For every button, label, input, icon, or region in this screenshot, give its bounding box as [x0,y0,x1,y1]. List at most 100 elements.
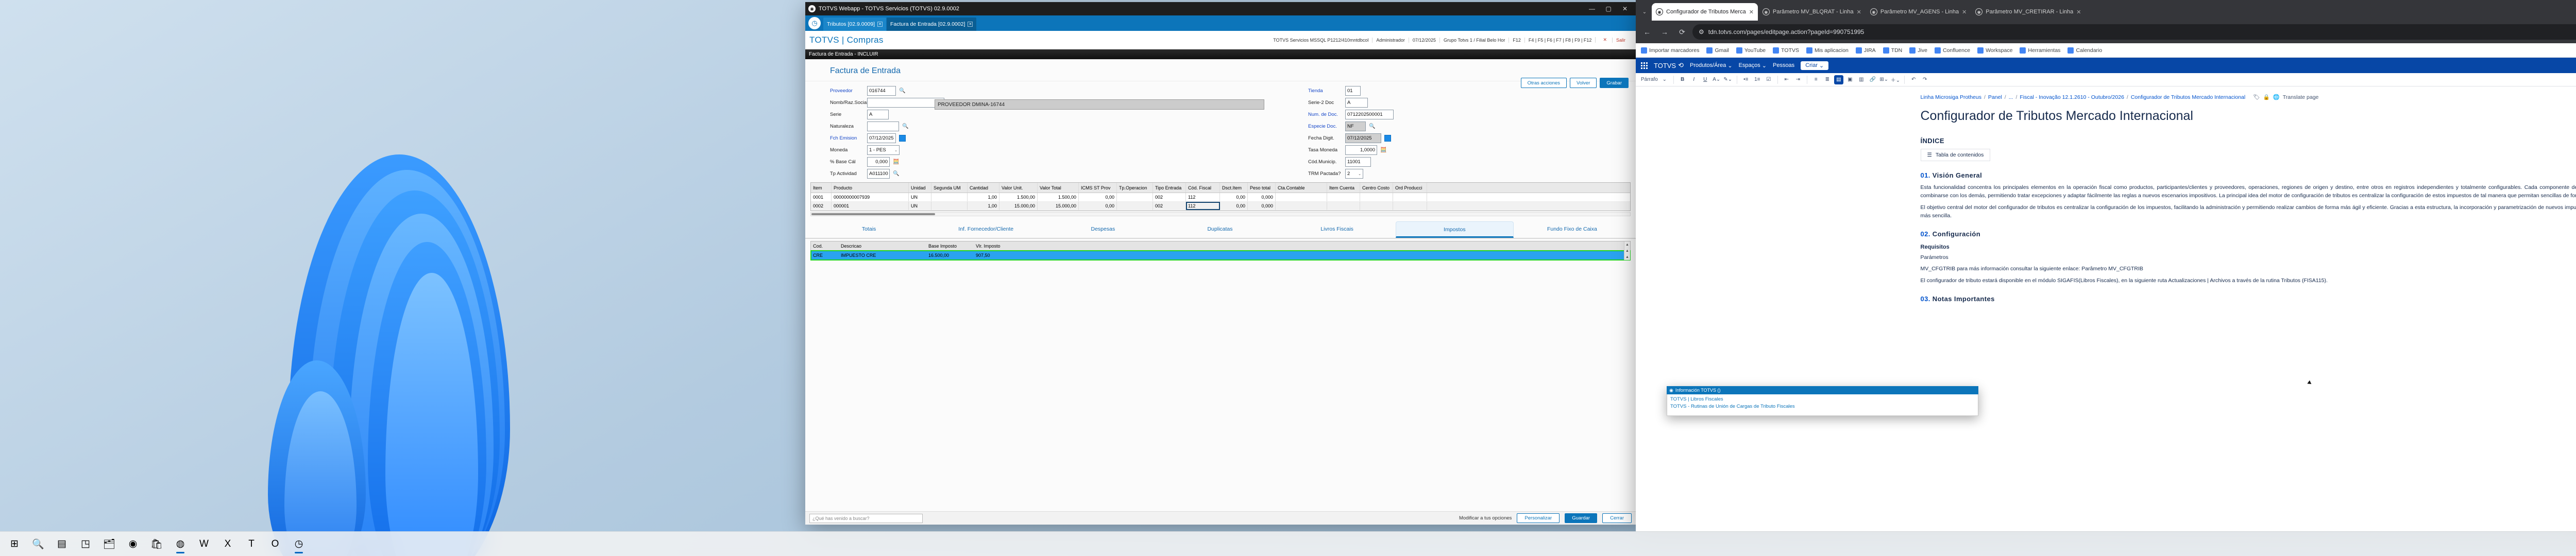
table-cell[interactable] [931,202,968,210]
bottom-tab-fundo-fixo-de-caixa[interactable]: Fundo Fixo de Caixa [1547,226,1597,232]
bottom-tab-bar[interactable]: Totais Inf. Fornecedor/Cliente Despesas Dup… [805,221,1636,239]
table-cell[interactable] [1327,193,1360,201]
field-input-right-0[interactable]: 01 [1345,85,1361,96]
exit-button[interactable]: ✕ Salir [1595,37,1633,43]
align-left-icon[interactable]: ≡ [1814,77,1818,82]
items-grid[interactable]: Item Producto Unidad Segunda UM Cantidad Valo… [810,182,1631,211]
nav-produtos-area[interactable]: Produtos/Área ⌄ [1690,62,1733,69]
table-cell[interactable]: 0,000 [1248,193,1276,201]
bullet-list-icon[interactable]: •≡ [1743,77,1749,82]
lookup-icon[interactable]: 🔍 [893,171,900,177]
table-cell[interactable] [1393,202,1427,210]
bookmark-6[interactable]: TDN [1883,47,1902,54]
field-input-right-6[interactable]: 11001 [1345,157,1371,167]
table-cell[interactable]: 0,000 [1248,202,1276,210]
reload-icon[interactable]: ⟳ [1679,27,1685,36]
confluence-topbar[interactable]: TOTVS ⟲ Produtos/Área ⌄ Espaços ⌄ Pessoa… [1636,58,2576,73]
scroll-up-icon[interactable]: ▲ [1625,242,1629,247]
field-select-right-7[interactable]: 2 ⌄ [1345,169,1363,179]
table-cell[interactable]: 1,00 [968,202,999,210]
taskbar-icon-chrome[interactable]: ◍ [170,534,191,554]
table-of-contents-macro[interactable]: ☰ Tabla de contenidos [1920,149,1991,161]
lock-icon[interactable]: 🔒 [2263,94,2270,100]
calendar-icon[interactable] [1384,135,1391,142]
table-cell[interactable]: IMPUESTO CRE [841,253,876,258]
scrollbar-thumb[interactable] [811,213,935,215]
totvs-tab-strip[interactable]: ◷ Tributos [02.9.0009] ✕ Factura de Entr… [805,15,1636,31]
bottom-tab-duplicatas[interactable]: Duplicatas [1207,226,1233,232]
back-icon[interactable]: ← [1643,28,1651,36]
close-icon[interactable]: ✕ [877,22,883,27]
bottom-tab-inf-fornecedor-cliente[interactable]: Inf. Fornecedor/Cliente [958,226,1014,232]
layout-icon[interactable]: ▣ [1848,77,1853,82]
lookup-icon[interactable]: 🔍 [899,88,906,94]
table-cell[interactable]: 1,00 [968,193,999,201]
field-input-left-6[interactable]: 0,000 [867,157,890,167]
text-color-icon[interactable]: A⌄ [1713,77,1721,82]
bookmark-4[interactable]: Mis aplicacion [1806,47,1849,54]
nav-pessoas[interactable]: Pessoas [1773,62,1794,68]
table-cell[interactable]: 0,00 [1220,193,1248,201]
field-input-right-5[interactable]: 1,0000 [1345,145,1377,155]
bottom-tab-livros-fiscais[interactable]: Livros Fiscais [1320,226,1353,232]
bottom-tab-despesas[interactable]: Despesas [1091,226,1115,232]
table-cell[interactable] [1117,202,1153,210]
field-input-right-4[interactable]: 07/12/2025 [1345,133,1381,144]
table-cell[interactable]: 000001 [832,202,909,210]
italic-icon[interactable]: I [1693,77,1695,82]
bookmark-3[interactable]: TOTVS [1773,47,1799,54]
calculator-icon[interactable]: 🧮 [1380,147,1387,153]
scroll-end-icon[interactable]: ▲ [1625,255,1629,259]
taskbar-icon-widgets[interactable]: ◳ [81,538,90,549]
chevron-down-icon[interactable]: ⌄ [893,145,900,155]
taskbar-icons[interactable]: ⊞ 🔍 ▤ ◳ 🗂 ◉ 🛍 ◍ W X T O ◷ [4,534,309,554]
table-cell[interactable]: 0,00 [1220,202,1248,210]
table-cell[interactable] [1117,193,1153,201]
highlight-icon[interactable]: ✎⌄ [1723,77,1733,82]
bookmarks-bar[interactable]: Importar marcadores Gmail YouTube TOTVS Mis … [1636,43,2576,58]
bookmark-10[interactable]: Herramientas [2020,47,2060,54]
bookmark-9[interactable]: Workspace [1977,47,2012,54]
bookmark-11[interactable]: Calendario [2067,47,2102,54]
bookmark-8[interactable]: Confluence [1934,47,1970,54]
table-cell[interactable]: 00000000007939 [832,193,909,201]
tax-grid-body[interactable]: CRE IMPUESTO CRE 16.500,00 907,50 [810,250,1631,260]
taskbar-icon-start[interactable]: ⊞ [10,538,19,549]
lookup-icon[interactable]: 🔍 [902,123,909,129]
table-cell[interactable]: UN [909,193,931,201]
browser-tab-0[interactable]: ◉ Configurador de Tributos Merca ✕ [1652,3,1758,21]
field-select-left-5[interactable]: 1 - PES ⌄ [867,145,900,155]
totvs-window-controls[interactable]: — ▢ ✕ [1584,3,1633,15]
close-button[interactable]: ✕ [1622,5,1628,12]
nav-espacos[interactable]: Espaços ⌄ [1739,62,1767,69]
popup-line-2[interactable]: TOTVS - Rutinas de Unión de Cargas de Tr… [1670,404,1795,410]
otras-acciones-button[interactable]: Otras acciones [1520,78,1567,88]
items-grid-body[interactable]: 0001 00000000007939 UN 1,00 1.500,00 1.500,00… [811,193,1630,211]
chrome-toolbar[interactable]: ← → ⟳ ⚙ tdn.totvs.com/pages/editpage.act… [1636,21,2576,43]
field-input-left-7[interactable]: A011100 [867,169,890,179]
table-cell[interactable]: CRE [813,253,823,258]
paragraph-style-select[interactable]: Párrafo [1641,77,1658,82]
tab-search-icon[interactable]: ⌄ [1642,9,1647,15]
field-input-left-0[interactable]: 016744 [867,85,896,96]
tax-grid-vscrollbar[interactable]: ▲ ▲ ▲ [1624,241,1630,260]
volver-button[interactable]: Volver [1570,78,1597,88]
table-cell[interactable]: 002 [1153,202,1186,210]
numbered-list-icon[interactable]: 1≡ [1754,77,1760,82]
bookmark-0[interactable]: Importar marcadores [1641,47,1699,54]
field-input-left-3[interactable] [867,121,899,131]
minimize-button[interactable]: — [1589,5,1595,12]
table-cell[interactable]: 0,00 [1079,202,1117,210]
table-cell[interactable] [1360,193,1393,201]
grabar-button[interactable]: Grabar [1600,78,1629,88]
table-cell[interactable]: UN [909,202,931,210]
align-justify-icon[interactable]: ▤ [1834,75,1843,84]
underline-icon[interactable]: U [1703,77,1707,82]
table-cell[interactable] [1327,202,1360,210]
field-input-right-2[interactable]: 0712202500001 [1345,109,1394,119]
taskbar-icon-edge[interactable]: ◉ [128,538,138,549]
footer-link[interactable]: Modificar a tus opciones [1459,515,1512,521]
taskbar-icon-search[interactable]: 🔍 [32,538,44,550]
table-row[interactable]: 0002 000001 UN 1,00 15.000,00 15.000,00 0,00 00… [811,202,1630,211]
table-cell[interactable]: 1.500,00 [1038,193,1079,201]
